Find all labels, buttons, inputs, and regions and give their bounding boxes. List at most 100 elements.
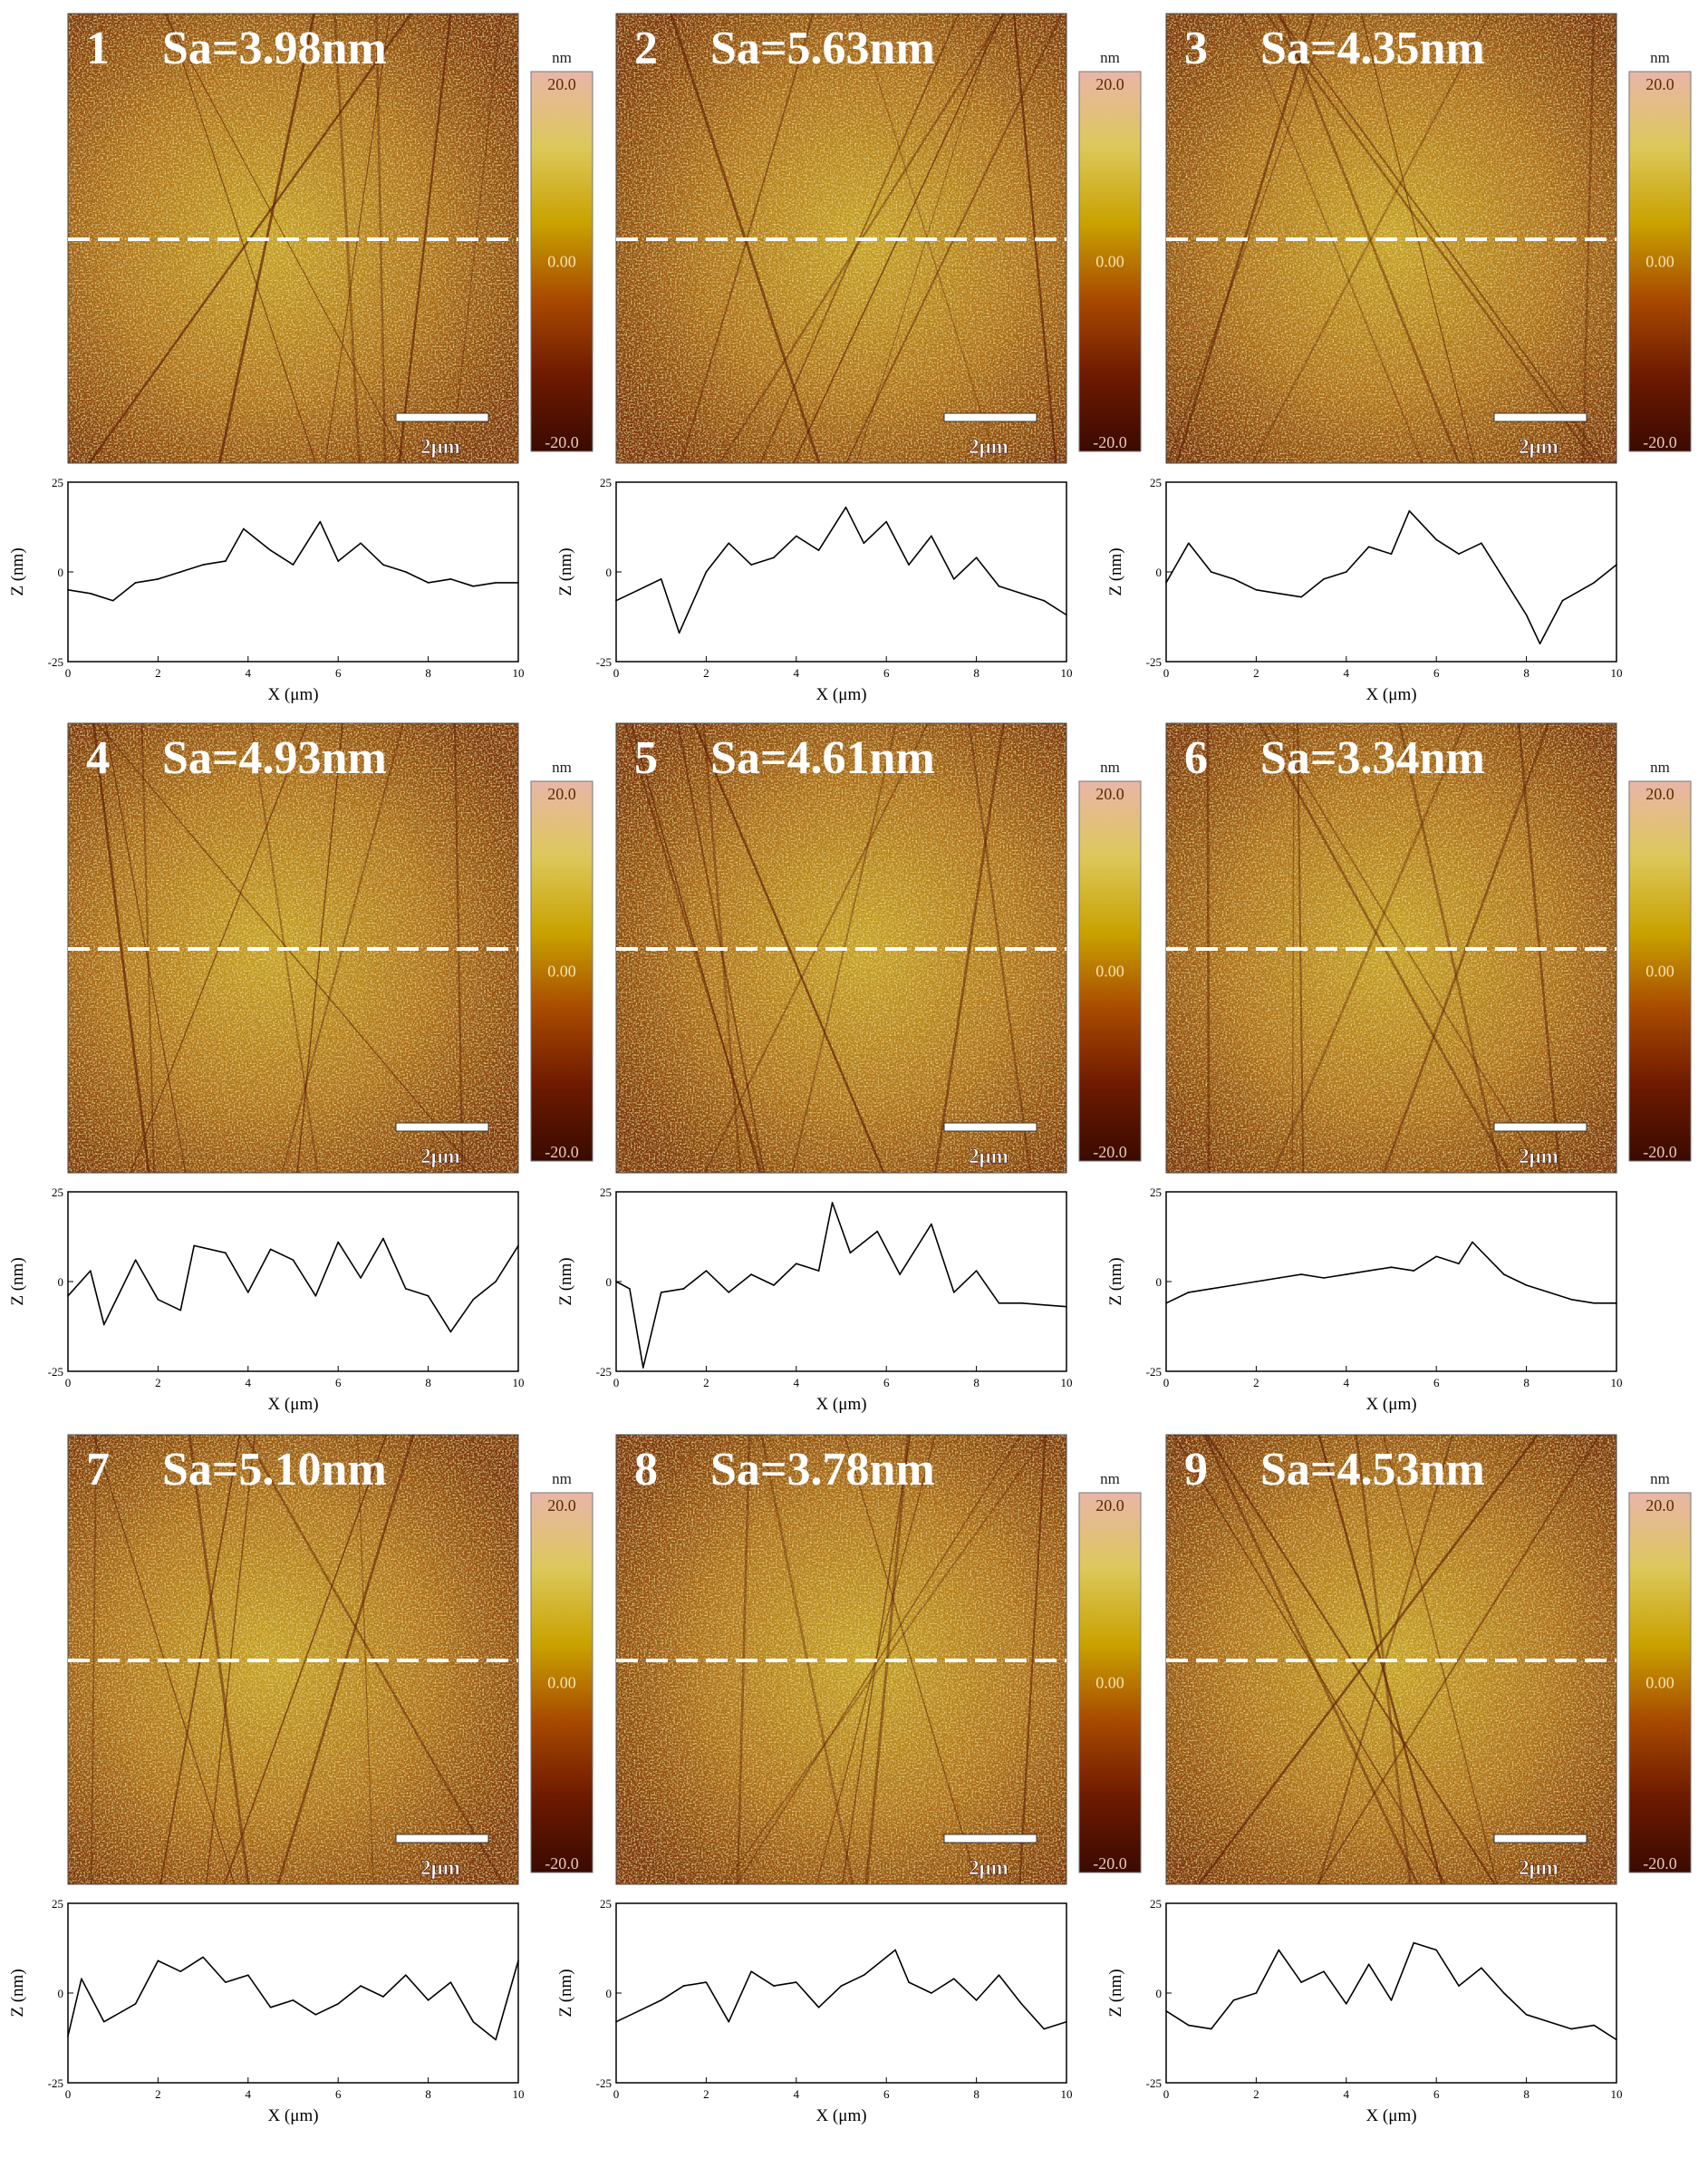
profile-data-point <box>1525 2013 1528 2016</box>
x-tick-label: 10 <box>1061 2087 1073 2101</box>
y-axis-label: Z (nm) <box>8 547 27 595</box>
sa-roughness-label: Sa=3.98nm <box>162 23 387 74</box>
profile-data-point <box>728 542 730 545</box>
profile-data-point <box>1502 1273 1505 1275</box>
profile-data-point <box>179 571 182 573</box>
scale-bar <box>395 1122 489 1132</box>
colorbar-tick-label: -20.0 <box>1093 1143 1127 1161</box>
sa-roughness-label: Sa=4.35nm <box>1260 23 1485 74</box>
profile-data-point <box>750 564 752 566</box>
profile-data-point <box>1570 1299 1573 1301</box>
profile-data-point <box>660 1999 662 2001</box>
height-profile-plot: 250-250 2 4 6 8 10X (μm)Z (nm) <box>556 1897 1073 2125</box>
profile-data-point <box>81 1978 82 1979</box>
scratch-line <box>1279 13 1461 464</box>
y-axis-label: Z (nm) <box>8 1257 27 1305</box>
profile-data-point <box>225 1981 227 1983</box>
scratch-line <box>1203 1434 1419 1885</box>
profile-data-point <box>1210 1288 1212 1290</box>
sa-roughness-label: Sa=3.34nm <box>1260 732 1485 784</box>
colorbar-tick-label: 20.0 <box>547 75 576 93</box>
x-tick-label: 6 <box>335 1376 342 1389</box>
sa-roughness-label: Sa=4.53nm <box>1260 1444 1485 1495</box>
profile-data-point <box>952 1978 955 1979</box>
profile-data-point <box>629 1288 631 1290</box>
x-tick-label: 2 <box>703 2087 709 2101</box>
profile-data-point <box>449 1331 452 1333</box>
scratch-line <box>224 1434 388 1885</box>
profile-data-point <box>705 571 708 573</box>
profile-data-point <box>1278 592 1280 595</box>
colorbar: nm 20.0 0.00 -20.0 <box>1078 49 1142 452</box>
scratch-line <box>1172 1434 1446 1885</box>
x-axis-label: X (μm) <box>1365 1395 1416 1414</box>
profile-data-point <box>998 585 1000 587</box>
profile-data-point <box>1616 1302 1617 1304</box>
profile-data-point <box>1616 2038 1617 2041</box>
profile-data-point <box>102 1323 105 1326</box>
scale-bar-label: 2μm <box>420 435 460 458</box>
y-tick-label: 0 <box>58 566 64 579</box>
profile-data-point <box>1066 2020 1067 2023</box>
profile-data-point <box>1300 1273 1302 1275</box>
scale-bar-label: 2μm <box>420 1856 460 1879</box>
profile-data-point <box>1020 1302 1023 1304</box>
x-tick-label: 2 <box>155 1376 161 1389</box>
profile-data-point <box>796 1981 797 1983</box>
panel-number: 6 <box>1184 732 1208 784</box>
profile-data-point <box>863 542 865 545</box>
x-tick-label: 0 <box>1163 2087 1170 2101</box>
colorbar-gradient <box>1628 1492 1692 1873</box>
profile-data-point <box>1188 1292 1190 1293</box>
profile-data-point <box>1232 1284 1235 1286</box>
x-tick-label: 6 <box>335 666 342 680</box>
colorbar-tick-label: 20.0 <box>547 1496 576 1514</box>
profile-data-point <box>1570 2027 1573 2030</box>
x-tick-label: 8 <box>425 666 431 680</box>
colorbar-gradient <box>1078 71 1142 452</box>
colorbar-tick-label: 0.00 <box>547 963 576 981</box>
colorbar: nm 20.0 0.00 -20.0 <box>530 1470 593 1873</box>
scratch-line <box>398 13 452 464</box>
scale-bar <box>1493 412 1587 422</box>
profile-data-point <box>1593 582 1595 584</box>
profile-data-point <box>1346 2003 1347 2005</box>
x-tick-label: 4 <box>246 2087 252 2101</box>
plot-frame <box>67 1902 519 2084</box>
y-tick-label: 25 <box>600 1897 612 1911</box>
scale-bar <box>395 412 489 422</box>
colorbar-unit: nm <box>552 1470 572 1487</box>
sa-roughness-label: Sa=4.93nm <box>162 732 387 784</box>
profile-data-point <box>615 599 617 602</box>
profile-data-point <box>615 1281 617 1282</box>
profile-data-point <box>472 585 475 587</box>
profile-data-point <box>1408 509 1411 512</box>
colorbar-tick-label: 0.00 <box>547 1674 576 1692</box>
profile-data-point <box>179 1970 182 1973</box>
x-axis-label: X (μm) <box>267 1395 318 1414</box>
profile-data-point <box>67 2035 69 2037</box>
x-tick-label: 8 <box>1523 1376 1529 1389</box>
colorbar-unit: nm <box>1650 759 1670 776</box>
profile-data-point <box>427 1295 429 1297</box>
profile-data-point <box>1548 1292 1550 1293</box>
x-axis-label: X (μm) <box>1365 2106 1416 2125</box>
scale-bar <box>943 412 1037 422</box>
x-tick-label: 4 <box>246 666 252 680</box>
profile-data-point <box>225 1252 227 1254</box>
colorbar-tick-label: -20.0 <box>1093 1854 1127 1873</box>
x-tick-label: 6 <box>883 2087 890 2101</box>
profile-data-point <box>1066 614 1067 616</box>
profile-data-point <box>1525 1284 1528 1286</box>
profile-data-point <box>1413 1270 1415 1272</box>
profile-data-point <box>1020 2003 1023 2005</box>
colorbar-gradient <box>1628 71 1692 452</box>
profile-data-point <box>638 2010 640 2012</box>
plot-frame <box>615 481 1067 663</box>
colorbar-gradient <box>530 1492 593 1873</box>
x-tick-label: 0 <box>613 666 620 680</box>
colorbar-gradient <box>1078 1492 1142 1873</box>
profile-data-point <box>642 1367 644 1369</box>
x-tick-label: 10 <box>1061 666 1073 680</box>
y-axis-label: Z (nm) <box>1106 1257 1125 1305</box>
